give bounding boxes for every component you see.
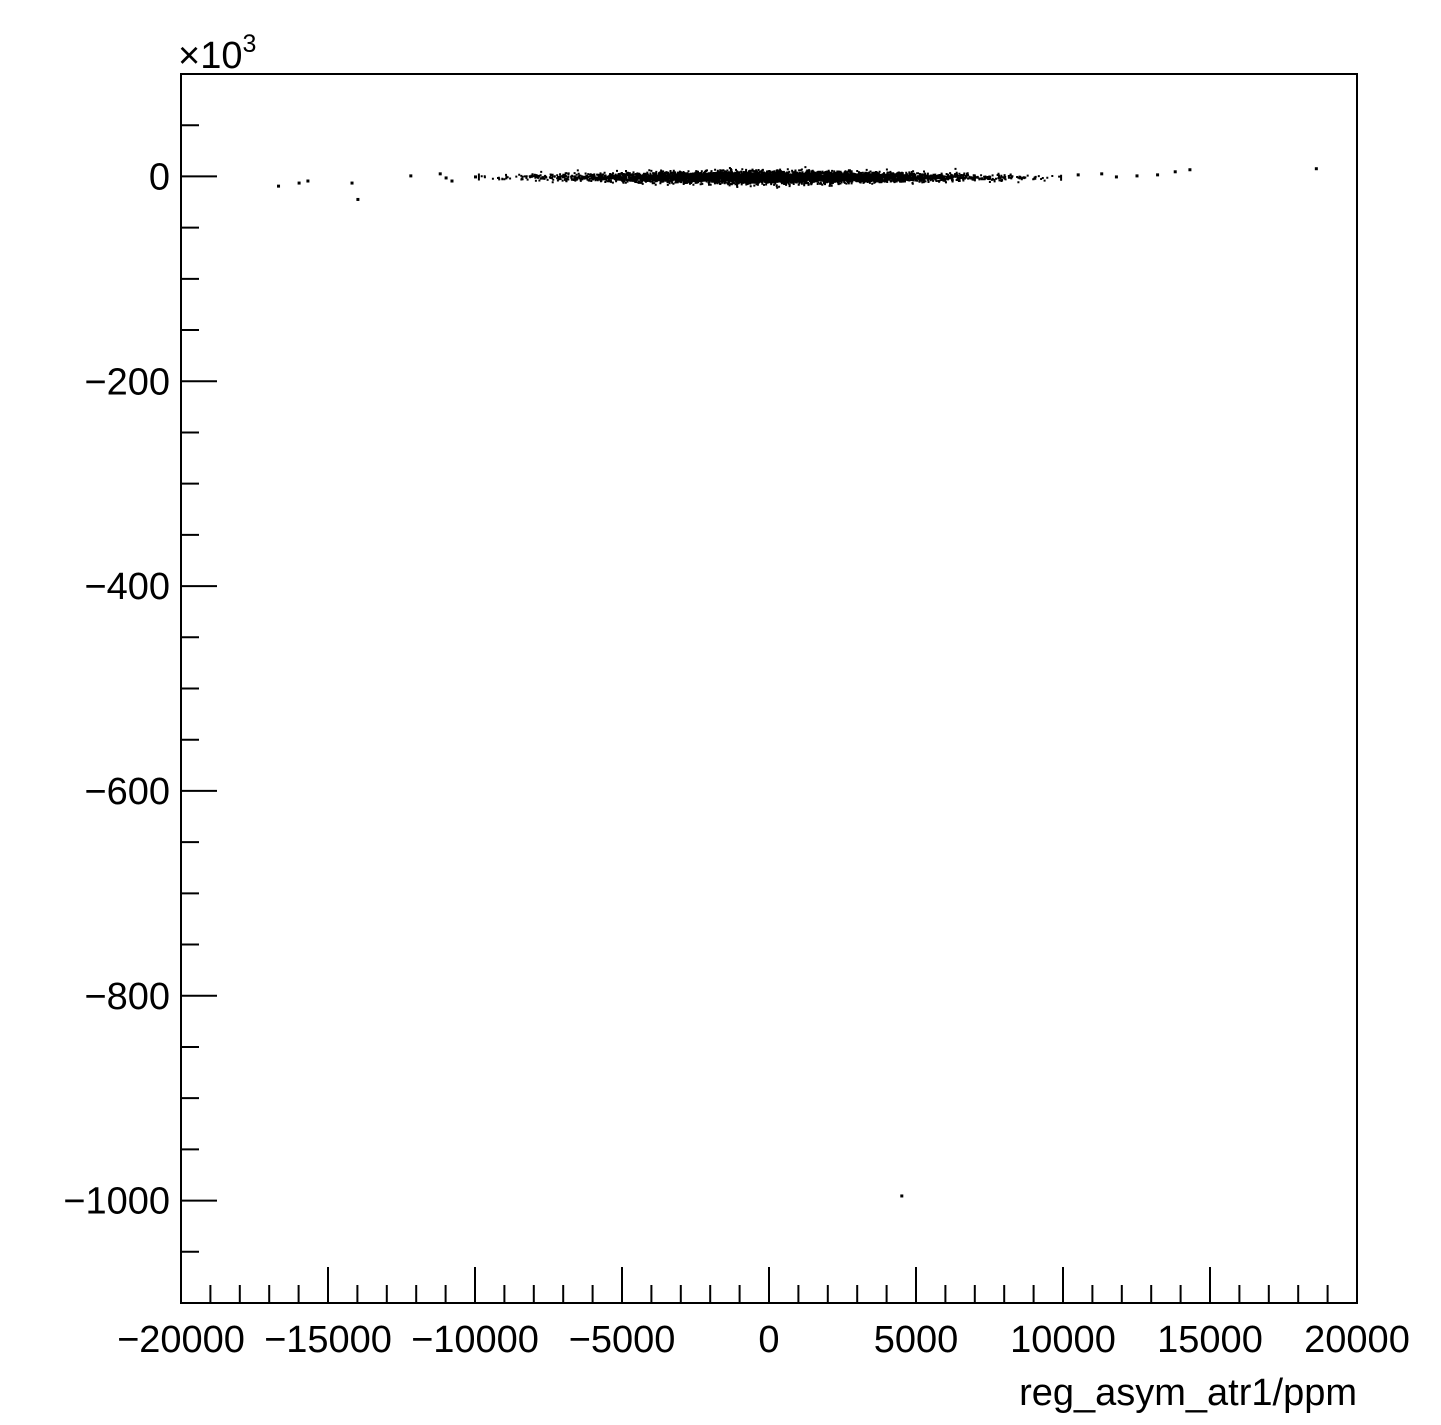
data-points [277,166,1318,1198]
x-tick-label: 0 [758,1319,779,1361]
outlier-point [356,197,360,201]
x-tick-label: 5000 [874,1319,959,1361]
outlier-point [1173,170,1177,174]
outlier-point [450,179,454,183]
y-multiplier-label: ×103 [178,30,256,77]
outlier-point [444,176,448,180]
outlier-point [306,179,310,183]
outlier-point [1188,168,1192,172]
outlier-point [1076,173,1080,177]
y-tick-label: −200 [84,361,170,403]
x-axis: −20000 −15000 −10000 −5000 0 5000 10000 15000 20… [117,1267,1410,1361]
outlier-point [1135,174,1139,178]
x-tick-label: −5000 [569,1319,676,1361]
x-tick-label: 15000 [1157,1319,1263,1361]
core-cluster-points [477,166,1063,189]
x-tick-label: 10000 [1010,1319,1116,1361]
x-tick-label: −10000 [411,1319,539,1361]
y-tick-label: −1000 [63,1181,170,1223]
x-axis-label: reg_asym_atr1/ppm [1019,1372,1357,1414]
outlier-point [474,175,477,179]
y-multiplier-exponent: 3 [242,30,256,58]
outlier-point [277,184,281,188]
y-tick-label: −600 [84,771,170,813]
outlier-point [409,174,413,178]
outlier-point [297,181,301,185]
outlier-point [1114,175,1118,179]
x-tick-label: −15000 [264,1319,392,1361]
outlier-point [1156,173,1160,177]
y-multiplier-base: ×10 [178,35,242,77]
outlier-point [438,172,442,176]
y-axis: −1000 −800 −600 −400 −200 0 [63,73,217,1304]
outlier-point [1314,167,1318,171]
y-tick-label: −800 [84,976,170,1018]
outlier-point [1100,172,1104,176]
y-tick-label: 0 [149,156,170,198]
outlier-point [350,181,354,185]
outlier-point [900,1194,904,1198]
x-tick-label: −20000 [117,1319,245,1361]
y-tick-label: −400 [84,566,170,608]
plot-frame [180,73,1358,1304]
x-tick-label: 20000 [1304,1319,1410,1361]
